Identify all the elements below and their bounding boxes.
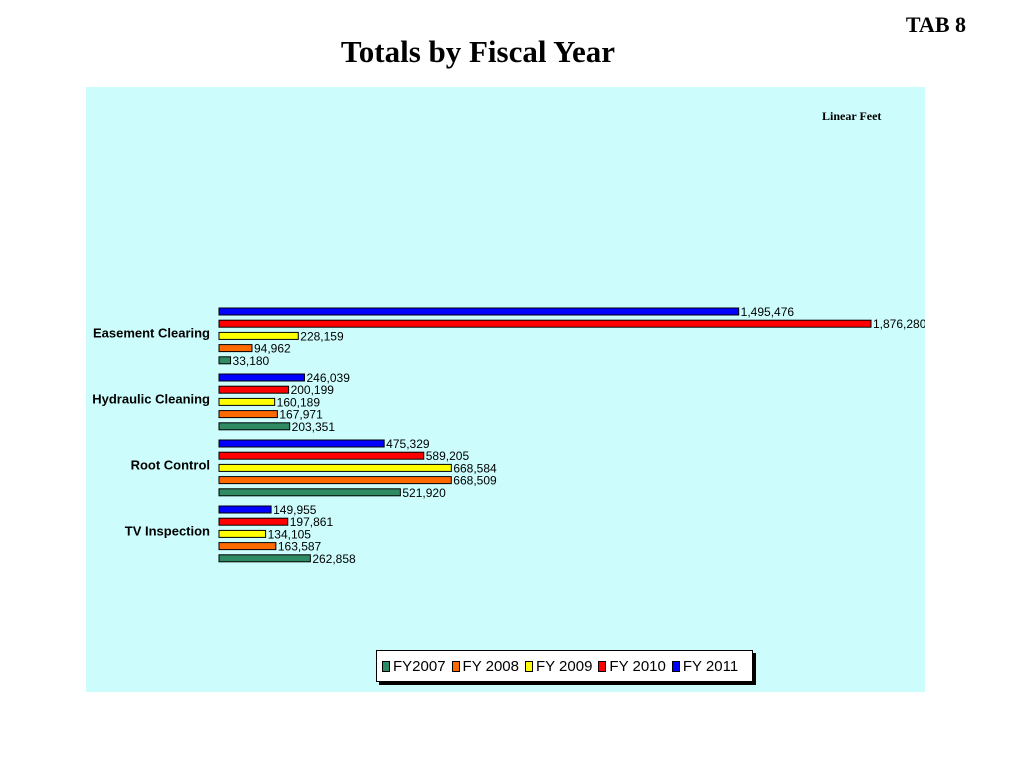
bar-root-control-fy-2008 [218, 476, 452, 485]
bar-easement-clearing-fy-2011 [218, 307, 740, 316]
legend-label-fy2009: FY 2009 [535, 657, 593, 675]
data-label-root-control-fy-2009: 668,584 [453, 461, 497, 475]
bar-hydraulic-cleaning-fy-2010 [218, 385, 290, 394]
data-label-tv-inspection-fy-2011: 149,955 [273, 503, 317, 517]
data-label-root-control-fy-2011: 475,329 [386, 437, 430, 451]
bar-root-control-fy-2011 [218, 439, 385, 448]
page-title: Totals by Fiscal Year [340, 34, 616, 69]
bar-tv-inspection-fy-2011 [218, 505, 272, 514]
bar-easement-clearing-fy2007 [218, 356, 232, 365]
legend-label-fy2008: FY 2008 [462, 657, 519, 675]
bar-tv-inspection-fy-2009 [218, 529, 267, 538]
data-label-tv-inspection-fy-2009: 134,105 [268, 527, 312, 541]
data-label-root-control-fy-2010: 589,205 [426, 449, 470, 463]
data-label-easement-clearing-fy2007: 33,180 [233, 354, 270, 368]
data-label-tv-inspection-fy2007: 262,858 [312, 552, 356, 566]
data-label-tv-inspection-fy-2008: 163,587 [278, 540, 322, 554]
bar-root-control-fy2007 [218, 488, 401, 497]
bar-tv-inspection-fy2007 [218, 554, 311, 563]
category-label-root-control: Root Control [131, 457, 210, 472]
data-label-easement-clearing-fy-2008: 94,962 [254, 342, 291, 356]
data-label-hydraulic-cleaning-fy2007: 203,351 [292, 420, 336, 434]
legend-item-fy2011: FY 2011 [671, 657, 739, 675]
legend-label-fy2007: FY2007 [393, 657, 446, 675]
legend-item-fy2007: FY2007 [382, 658, 446, 675]
data-label-tv-inspection-fy-2010: 197,861 [290, 515, 334, 529]
legend-swatch-fy2009 [524, 660, 533, 672]
legend-label-fy2011: FY 2011 [682, 657, 739, 675]
bar-easement-clearing-fy-2008 [218, 344, 253, 353]
data-label-hydraulic-cleaning-fy-2010: 200,199 [291, 383, 335, 397]
data-label-hydraulic-cleaning-fy-2008: 167,971 [279, 408, 323, 422]
data-label-easement-clearing-fy-2011: 1,495,476 [741, 305, 795, 319]
category-label-easement-clearing: Easement Clearing [93, 325, 210, 340]
data-label-easement-clearing-fy-2010: 1,876,280 [873, 317, 925, 331]
data-label-hydraulic-cleaning-fy-2011: 246,039 [306, 371, 350, 385]
data-label-root-control-fy2007: 521,920 [402, 486, 446, 500]
data-label-root-control-fy-2008: 668,509 [453, 474, 497, 488]
category-label-tv-inspection: TV Inspection [125, 523, 210, 538]
chart-legend: FY2007 FY 2008 FY 2009 FY 2010 FY 2011 [376, 650, 753, 682]
bar-tv-inspection-fy-2010 [218, 517, 289, 526]
bar-easement-clearing-fy-2010 [218, 319, 872, 328]
legend-swatch-fy2007 [382, 660, 390, 672]
bar-hydraulic-cleaning-fy2007 [218, 422, 291, 431]
category-label-hydraulic-cleaning: Hydraulic Cleaning [92, 391, 210, 406]
bar-hydraulic-cleaning-fy-2008 [218, 410, 278, 419]
data-label-hydraulic-cleaning-fy-2009: 160,189 [277, 395, 321, 409]
bar-tv-inspection-fy-2008 [218, 542, 277, 551]
bar-root-control-fy-2009 [218, 463, 452, 472]
bar-root-control-fy-2010 [218, 451, 425, 460]
bar-hydraulic-cleaning-fy-2011 [218, 373, 305, 382]
legend-swatch-fy2010 [598, 660, 607, 672]
legend-item-fy2008: FY 2008 [451, 657, 519, 675]
legend-item-fy2009: FY 2009 [524, 657, 593, 675]
data-label-easement-clearing-fy-2009: 228,159 [300, 329, 344, 343]
tab-label: TAB 8 [905, 12, 966, 37]
chart-panel: Linear Feet 1,495,476 1,876,280 228,159 94,… [86, 87, 925, 692]
legend-label-fy2010: FY 2010 [609, 657, 666, 675]
bar-easement-clearing-fy-2009 [218, 331, 299, 340]
bar-hydraulic-cleaning-fy-2009 [218, 397, 276, 406]
units-label: Linear Feet [822, 109, 882, 123]
legend-swatch-fy2011 [671, 660, 680, 672]
legend-item-fy2010: FY 2010 [598, 657, 666, 675]
legend-swatch-fy2008 [451, 660, 460, 672]
